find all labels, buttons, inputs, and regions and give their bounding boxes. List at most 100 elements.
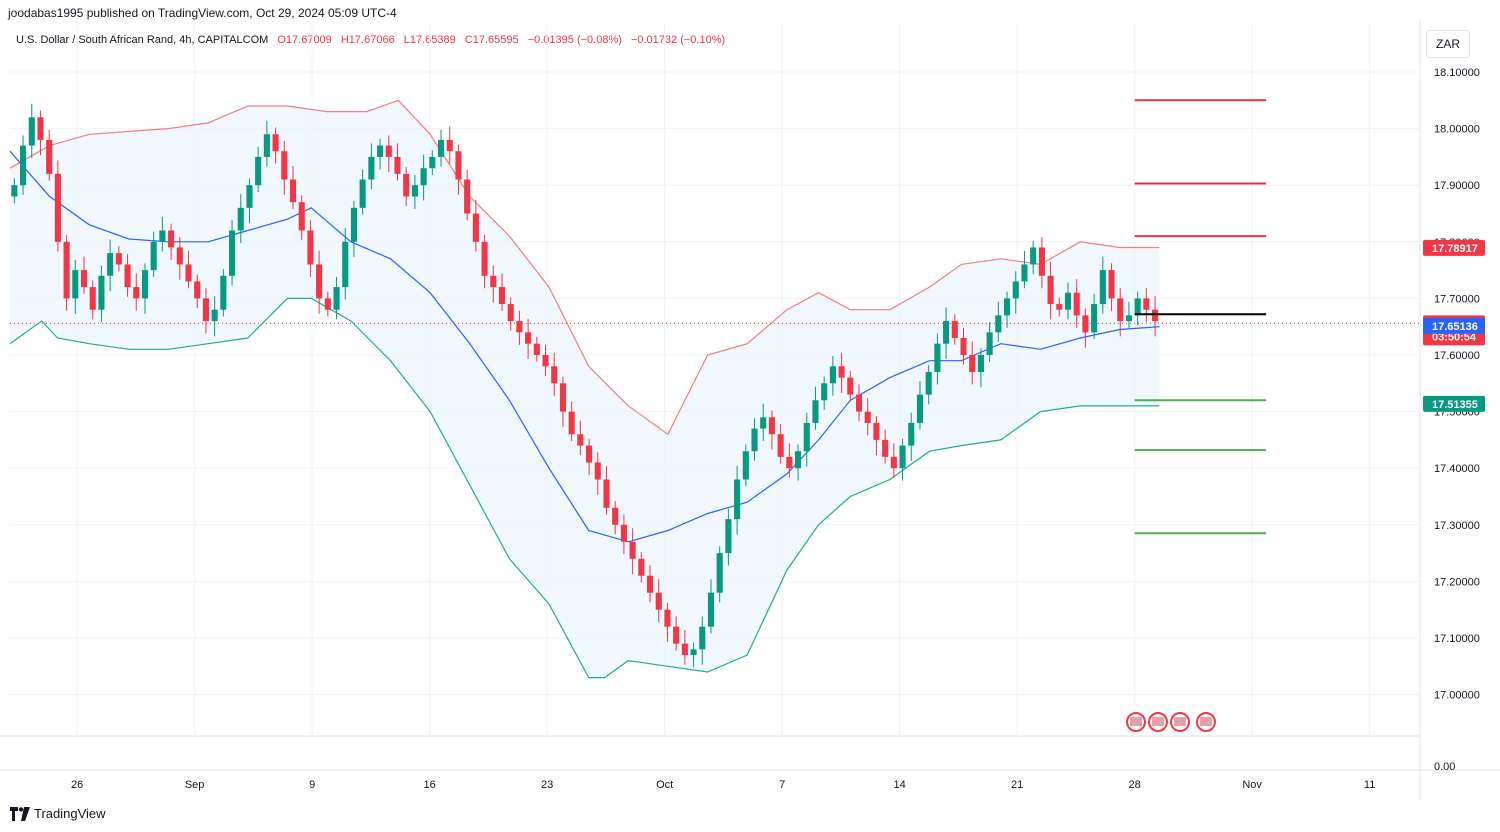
candle-body: [429, 156, 436, 169]
candle-body: [951, 321, 958, 339]
flag-icon: [1130, 717, 1142, 726]
symbol-title[interactable]: U.S. Dollar / South African Rand, 4h, CA…: [16, 34, 269, 46]
candle-body: [594, 462, 601, 480]
candle-body: [812, 400, 819, 423]
candle-body: [612, 507, 619, 525]
candle-body: [237, 207, 244, 231]
candle-body: [446, 139, 453, 152]
candle-body: [908, 422, 915, 446]
candle-body: [734, 479, 741, 520]
x-tick-label: 11: [1364, 779, 1375, 791]
candle-body: [1134, 298, 1141, 316]
symbol-legend: U.S. Dollar / South African Rand, 4h, CA…: [16, 34, 725, 46]
countdown-text: 03:50:54: [1432, 331, 1477, 343]
y-tick-label: 18.10000: [1434, 67, 1480, 79]
candle-body: [11, 185, 18, 197]
candle-body: [437, 139, 445, 157]
legend-high: H17.67066: [340, 34, 395, 46]
x-tick-label: 14: [894, 779, 906, 791]
bollinger-fill: [10, 100, 1160, 678]
candle-body: [646, 575, 654, 593]
y-tick-label: 18.00000: [1434, 124, 1480, 136]
candle-body: [385, 145, 392, 157]
candle-body: [803, 422, 810, 452]
candle-body: [333, 287, 340, 310]
candle-body: [559, 383, 566, 412]
candle-body: [838, 366, 845, 378]
candle-body: [20, 145, 27, 186]
bollinger-basis: [9, 150, 1160, 543]
x-tick-label: 28: [1129, 779, 1141, 791]
candle-body: [1125, 315, 1132, 322]
y-tick-label: 17.40000: [1434, 463, 1480, 475]
price-label: [1423, 239, 1485, 256]
brand-label: TradingView: [34, 806, 106, 821]
candle-body: [795, 451, 802, 469]
candle-body: [46, 139, 53, 174]
candle-body: [481, 241, 488, 276]
tradingview-logo-icon: [10, 806, 30, 821]
candle-body: [324, 298, 331, 310]
bollinger-upper: [9, 99, 1160, 436]
x-tick-label: Nov: [1242, 779, 1262, 791]
candle-body: [1143, 298, 1150, 310]
candle-body: [246, 185, 253, 208]
candle-body: [882, 439, 889, 457]
candle-body: [673, 626, 680, 644]
candle-body: [1091, 304, 1098, 333]
candle-body: [255, 156, 262, 186]
candle-body: [176, 247, 183, 265]
candle-body: [1056, 304, 1063, 310]
candle-body: [629, 541, 636, 559]
candle-body: [603, 479, 610, 508]
candle-body: [124, 264, 131, 288]
price-label-text: 17.78917: [1432, 243, 1478, 255]
candle-body: [699, 626, 706, 650]
candle-body: [298, 202, 305, 231]
candle-body: [829, 366, 836, 384]
flag-icon: [1200, 717, 1212, 726]
candle-body: [777, 434, 784, 457]
candle-body: [350, 207, 358, 242]
tradingview-brand[interactable]: TradingView: [10, 806, 106, 821]
candle-body: [377, 145, 384, 157]
candle-body: [464, 179, 471, 214]
candle-body: [960, 338, 967, 355]
x-tick-label: Sep: [185, 779, 205, 791]
x-tick-label: 16: [424, 779, 436, 791]
candle-body: [873, 422, 880, 440]
candle-body: [551, 366, 558, 384]
candle-body: [751, 428, 758, 452]
candle-body: [638, 558, 645, 576]
y-tick-label: 17.30000: [1434, 520, 1480, 532]
candle-body: [1108, 270, 1115, 299]
candle-body: [289, 179, 297, 203]
candle-body: [159, 230, 166, 242]
y-tick-label: 17.20000: [1434, 576, 1480, 588]
candle-body: [307, 230, 314, 265]
candle-body: [855, 394, 863, 412]
candle-body: [150, 241, 157, 271]
candle-body: [707, 592, 715, 627]
candle-body: [977, 355, 984, 372]
candle-body: [403, 173, 410, 197]
legend-change-2: −0.01732 (−0.10%): [630, 34, 726, 46]
candle-body: [394, 156, 401, 174]
price-chart[interactable]: 18.1000018.0000017.9000017.8000017.70000…: [0, 0, 1500, 800]
currency-button[interactable]: ZAR: [1426, 30, 1470, 58]
legend-open: O17.67009: [277, 34, 332, 46]
candle-body: [577, 434, 584, 446]
candle-body: [786, 456, 793, 469]
candle-body: [359, 179, 366, 208]
candle-body: [37, 117, 44, 140]
legend-change: −0.01395 (−0.08%): [527, 34, 622, 46]
candle-body: [316, 264, 323, 299]
x-tick-label: 26: [71, 779, 83, 791]
candle-body: [498, 287, 506, 305]
y-tick-label: 17.60000: [1434, 350, 1480, 362]
candle-body: [995, 315, 1002, 333]
candle-body: [185, 264, 192, 282]
candle-body: [202, 298, 209, 322]
candle-body: [141, 270, 149, 299]
y-tick-label: 17.90000: [1434, 180, 1480, 192]
